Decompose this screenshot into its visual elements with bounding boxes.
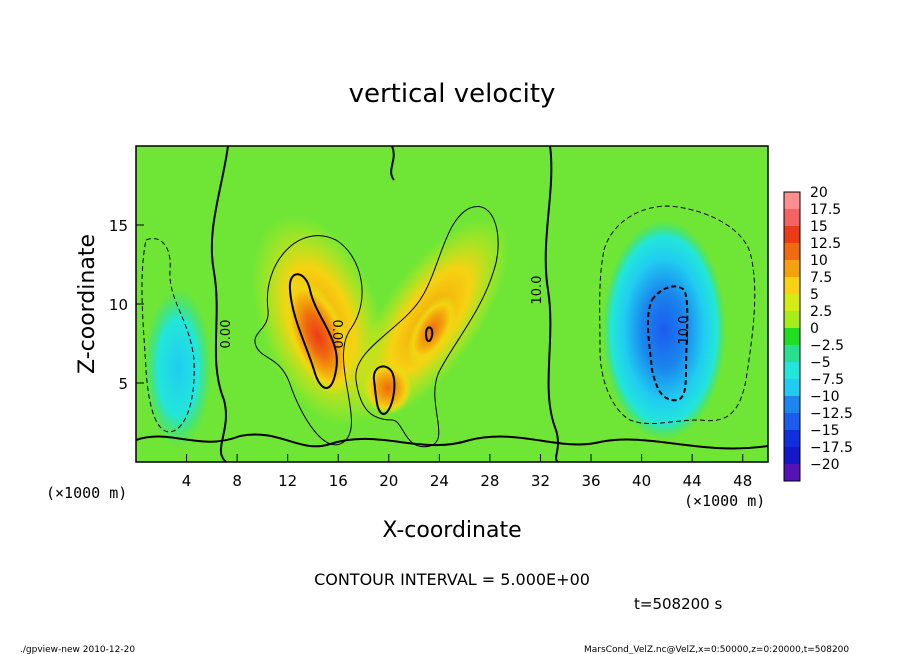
colorbar-level-label: 2.5: [810, 304, 832, 320]
colorbar-level-label: 10: [810, 253, 828, 269]
colorbar-frame: [783, 191, 801, 482]
colorbar-swatch: [784, 430, 800, 447]
contour-zero-left: [210, 146, 229, 462]
x-tick-label: 4: [182, 472, 192, 490]
contour-neg-5-b: [141, 238, 195, 433]
contour-pos-10-c: [424, 326, 434, 342]
negative-core-b: [144, 288, 212, 448]
y-axis-ticks: 5 10 15: [109, 217, 144, 393]
x-axis-label: X-coordinate: [382, 518, 521, 543]
field-shading: [136, 146, 768, 462]
colorbar-level-label: −7.5: [810, 372, 844, 388]
colorbar-level-label: 12.5: [810, 236, 841, 252]
colorbar-level-label: 5: [810, 287, 819, 303]
colorbar-swatch: [784, 345, 800, 362]
y-axis-label: Z-coordinate: [75, 234, 100, 374]
contour-zero-center: [390, 146, 395, 181]
x-tick-label: 28: [480, 472, 499, 490]
negative-core-a: [602, 220, 726, 440]
time-label: t=508200 s: [634, 595, 722, 613]
colorbar-level-label: −20: [810, 457, 840, 473]
colorbar-level-label: −10: [810, 389, 840, 405]
colorbar-level-label: −15: [810, 423, 840, 439]
x-tick-label: 48: [733, 472, 752, 490]
positive-core-b: [364, 362, 412, 414]
footer-left: ./gpview-new 2010-12-20: [20, 645, 135, 654]
contour-neg-5-a: [599, 205, 756, 425]
colorbar-swatch: [784, 192, 800, 209]
colorbar-swatch: [784, 328, 800, 345]
positive-core-a: [283, 277, 353, 395]
colorbar-level-label: 20: [810, 185, 828, 201]
x-tick-label: 44: [683, 472, 702, 490]
x-tick-label: 12: [278, 472, 297, 490]
x-unit-label-right: (×1000 m): [684, 492, 765, 510]
chart-title: vertical velocity: [349, 79, 556, 109]
contour-label: 0.00: [219, 320, 234, 349]
x-tick-label: 16: [329, 472, 348, 490]
colorbar-level-label: −17.5: [810, 440, 853, 456]
contour-pos-5-a: [254, 235, 363, 446]
colorbar-swatch: [784, 226, 800, 243]
contour-neg-10-a: [647, 285, 689, 402]
x-axis-ticks: 4 8 12 16 20 24 28 32 36 40 44 48: [182, 454, 752, 490]
footer-right: MarsCond_VelZ.nc@VelZ,x=0:50000,z=0:2000…: [584, 645, 849, 654]
colorbar-swatch: [784, 362, 800, 379]
contour-label: 10.0: [530, 276, 545, 305]
y-tick-label: 15: [109, 217, 128, 235]
y-tick-label: 5: [118, 375, 128, 393]
colorbar-level-label: −2.5: [810, 338, 844, 354]
contour-pos-10-a: [288, 273, 338, 389]
colorbar-swatch: [784, 209, 800, 226]
colorbar-swatch: [784, 379, 800, 396]
colorbar-level-label: 17.5: [810, 202, 841, 218]
colorbar-swatch: [784, 413, 800, 430]
contour-labels: 0.00 10.0 0.00 10.0: [219, 276, 692, 349]
contour-interval: CONTOUR INTERVAL = 5.000E+00: [314, 570, 590, 589]
colorbar-swatch: [784, 447, 800, 464]
colorbar-level-label: 7.5: [810, 270, 832, 286]
colorbar-swatch: [784, 243, 800, 260]
x-tick-label: 8: [232, 472, 242, 490]
colorbar-swatch: [784, 277, 800, 294]
colorbar: 2017.51512.5107.552.50−2.5−5−7.5−10−12.5…: [783, 185, 853, 482]
colorbar-level-label: 15: [810, 219, 828, 235]
colorbar-swatch: [784, 464, 800, 481]
colorbar-level-label: 0: [810, 321, 819, 337]
x-tick-label: 20: [379, 472, 398, 490]
colorbar-swatch: [784, 294, 800, 311]
x-unit-label-left: (×1000 m): [46, 484, 127, 502]
y-tick-label: 10: [109, 296, 128, 314]
contour-zero-bottom: [136, 433, 768, 450]
contour-pos-10-b: [372, 365, 396, 416]
colorbar-level-label: −12.5: [810, 406, 853, 422]
contour-zero-right: [544, 146, 559, 462]
colorbar-swatch: [784, 396, 800, 413]
contour-label: 0.00: [329, 320, 344, 349]
x-tick-label: 40: [632, 472, 651, 490]
x-tick-label: 36: [581, 472, 600, 490]
contour-pos-5-b: [355, 206, 499, 448]
colorbar-swatch: [784, 311, 800, 328]
contour-label: 10.0: [677, 316, 692, 345]
colorbar-level-label: −5: [810, 355, 831, 371]
x-tick-label: 32: [531, 472, 550, 490]
x-tick-label: 24: [430, 472, 449, 490]
colorbar-swatch: [784, 260, 800, 277]
